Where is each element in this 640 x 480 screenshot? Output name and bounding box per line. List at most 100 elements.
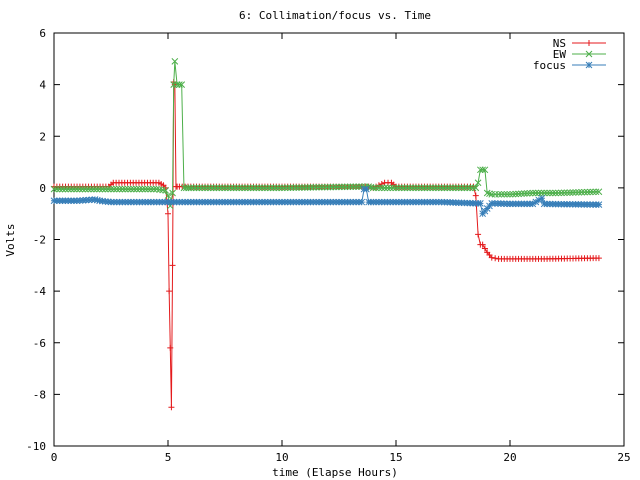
data-point	[224, 184, 232, 192]
data-point	[110, 185, 118, 193]
data-point	[287, 184, 294, 192]
data-point	[267, 184, 274, 192]
x-tick-label: 20	[503, 451, 516, 464]
data-point	[198, 184, 206, 192]
data-point	[477, 200, 484, 207]
data-point	[352, 183, 360, 191]
legend-item-NS: NS	[553, 37, 606, 50]
data-point	[244, 184, 252, 192]
y-tick-label: -10	[26, 440, 46, 453]
data-point	[73, 185, 81, 193]
data-point	[378, 184, 386, 192]
data-point	[298, 184, 306, 191]
series-focus	[50, 185, 603, 218]
data-point	[549, 189, 557, 197]
data-point	[341, 183, 349, 191]
data-point	[116, 185, 123, 193]
data-point	[384, 184, 391, 192]
data-point	[498, 190, 505, 198]
data-point	[472, 192, 479, 199]
data-point	[401, 184, 408, 192]
data-point	[50, 185, 58, 193]
data-point	[558, 189, 565, 197]
data-point	[500, 190, 508, 198]
data-point	[90, 185, 98, 193]
data-point	[93, 185, 101, 193]
data-point	[529, 200, 537, 208]
data-point	[241, 184, 249, 192]
data-point	[261, 184, 269, 192]
data-point	[566, 189, 574, 196]
data-point	[101, 185, 109, 193]
data-point	[375, 184, 383, 192]
data-point	[176, 81, 183, 88]
data-point	[250, 184, 257, 192]
data-point	[563, 189, 571, 197]
data-point	[168, 404, 175, 411]
data-point	[335, 183, 343, 191]
data-point	[121, 185, 129, 193]
y-tick-label: -4	[33, 285, 47, 298]
data-point	[130, 185, 138, 193]
data-point	[572, 189, 580, 196]
data-point	[127, 185, 135, 193]
y-tick-label: -6	[33, 337, 46, 350]
data-point	[418, 184, 426, 192]
data-point	[85, 196, 93, 204]
data-point	[494, 200, 502, 207]
data-point	[304, 184, 312, 191]
data-point	[133, 185, 141, 193]
data-point	[150, 185, 158, 193]
data-point	[520, 190, 528, 197]
legend-item-EW: EW	[553, 48, 606, 61]
legend-marker	[585, 50, 593, 58]
y-tick-label: 0	[39, 182, 46, 195]
data-point	[233, 184, 240, 192]
data-point	[264, 184, 272, 192]
data-point	[124, 185, 132, 193]
data-point	[162, 187, 170, 194]
data-point	[560, 189, 568, 197]
data-point	[518, 190, 525, 198]
data-point	[169, 262, 176, 269]
data-point	[96, 185, 103, 193]
legend-marker	[585, 61, 593, 69]
data-point	[167, 344, 174, 351]
data-point	[147, 185, 155, 193]
data-point	[70, 185, 78, 193]
data-point	[201, 184, 209, 192]
data-point	[76, 197, 84, 204]
data-point	[515, 190, 522, 198]
plot-series	[50, 58, 603, 411]
data-point	[412, 184, 420, 192]
data-point	[193, 184, 200, 192]
data-point	[578, 188, 585, 196]
data-point	[227, 184, 235, 192]
data-point	[73, 197, 81, 205]
data-point	[466, 184, 474, 192]
data-point	[378, 181, 385, 188]
y-tick-label: 6	[39, 27, 46, 40]
data-point	[178, 81, 186, 88]
data-point	[255, 184, 263, 192]
data-point	[136, 185, 143, 193]
data-point	[144, 185, 152, 193]
x-tick-label: 10	[275, 451, 288, 464]
data-point	[592, 188, 600, 196]
data-point	[165, 210, 171, 217]
data-point	[312, 183, 320, 191]
data-point	[141, 185, 149, 193]
data-point	[221, 184, 229, 192]
data-point	[497, 200, 505, 207]
data-point	[381, 184, 388, 192]
data-point	[458, 184, 465, 192]
data-point	[99, 185, 106, 193]
data-point	[435, 184, 443, 192]
data-point	[76, 185, 84, 193]
data-point	[91, 196, 99, 203]
data-point	[432, 184, 440, 192]
data-point	[272, 184, 280, 192]
data-point	[506, 190, 514, 198]
data-point	[119, 185, 126, 193]
